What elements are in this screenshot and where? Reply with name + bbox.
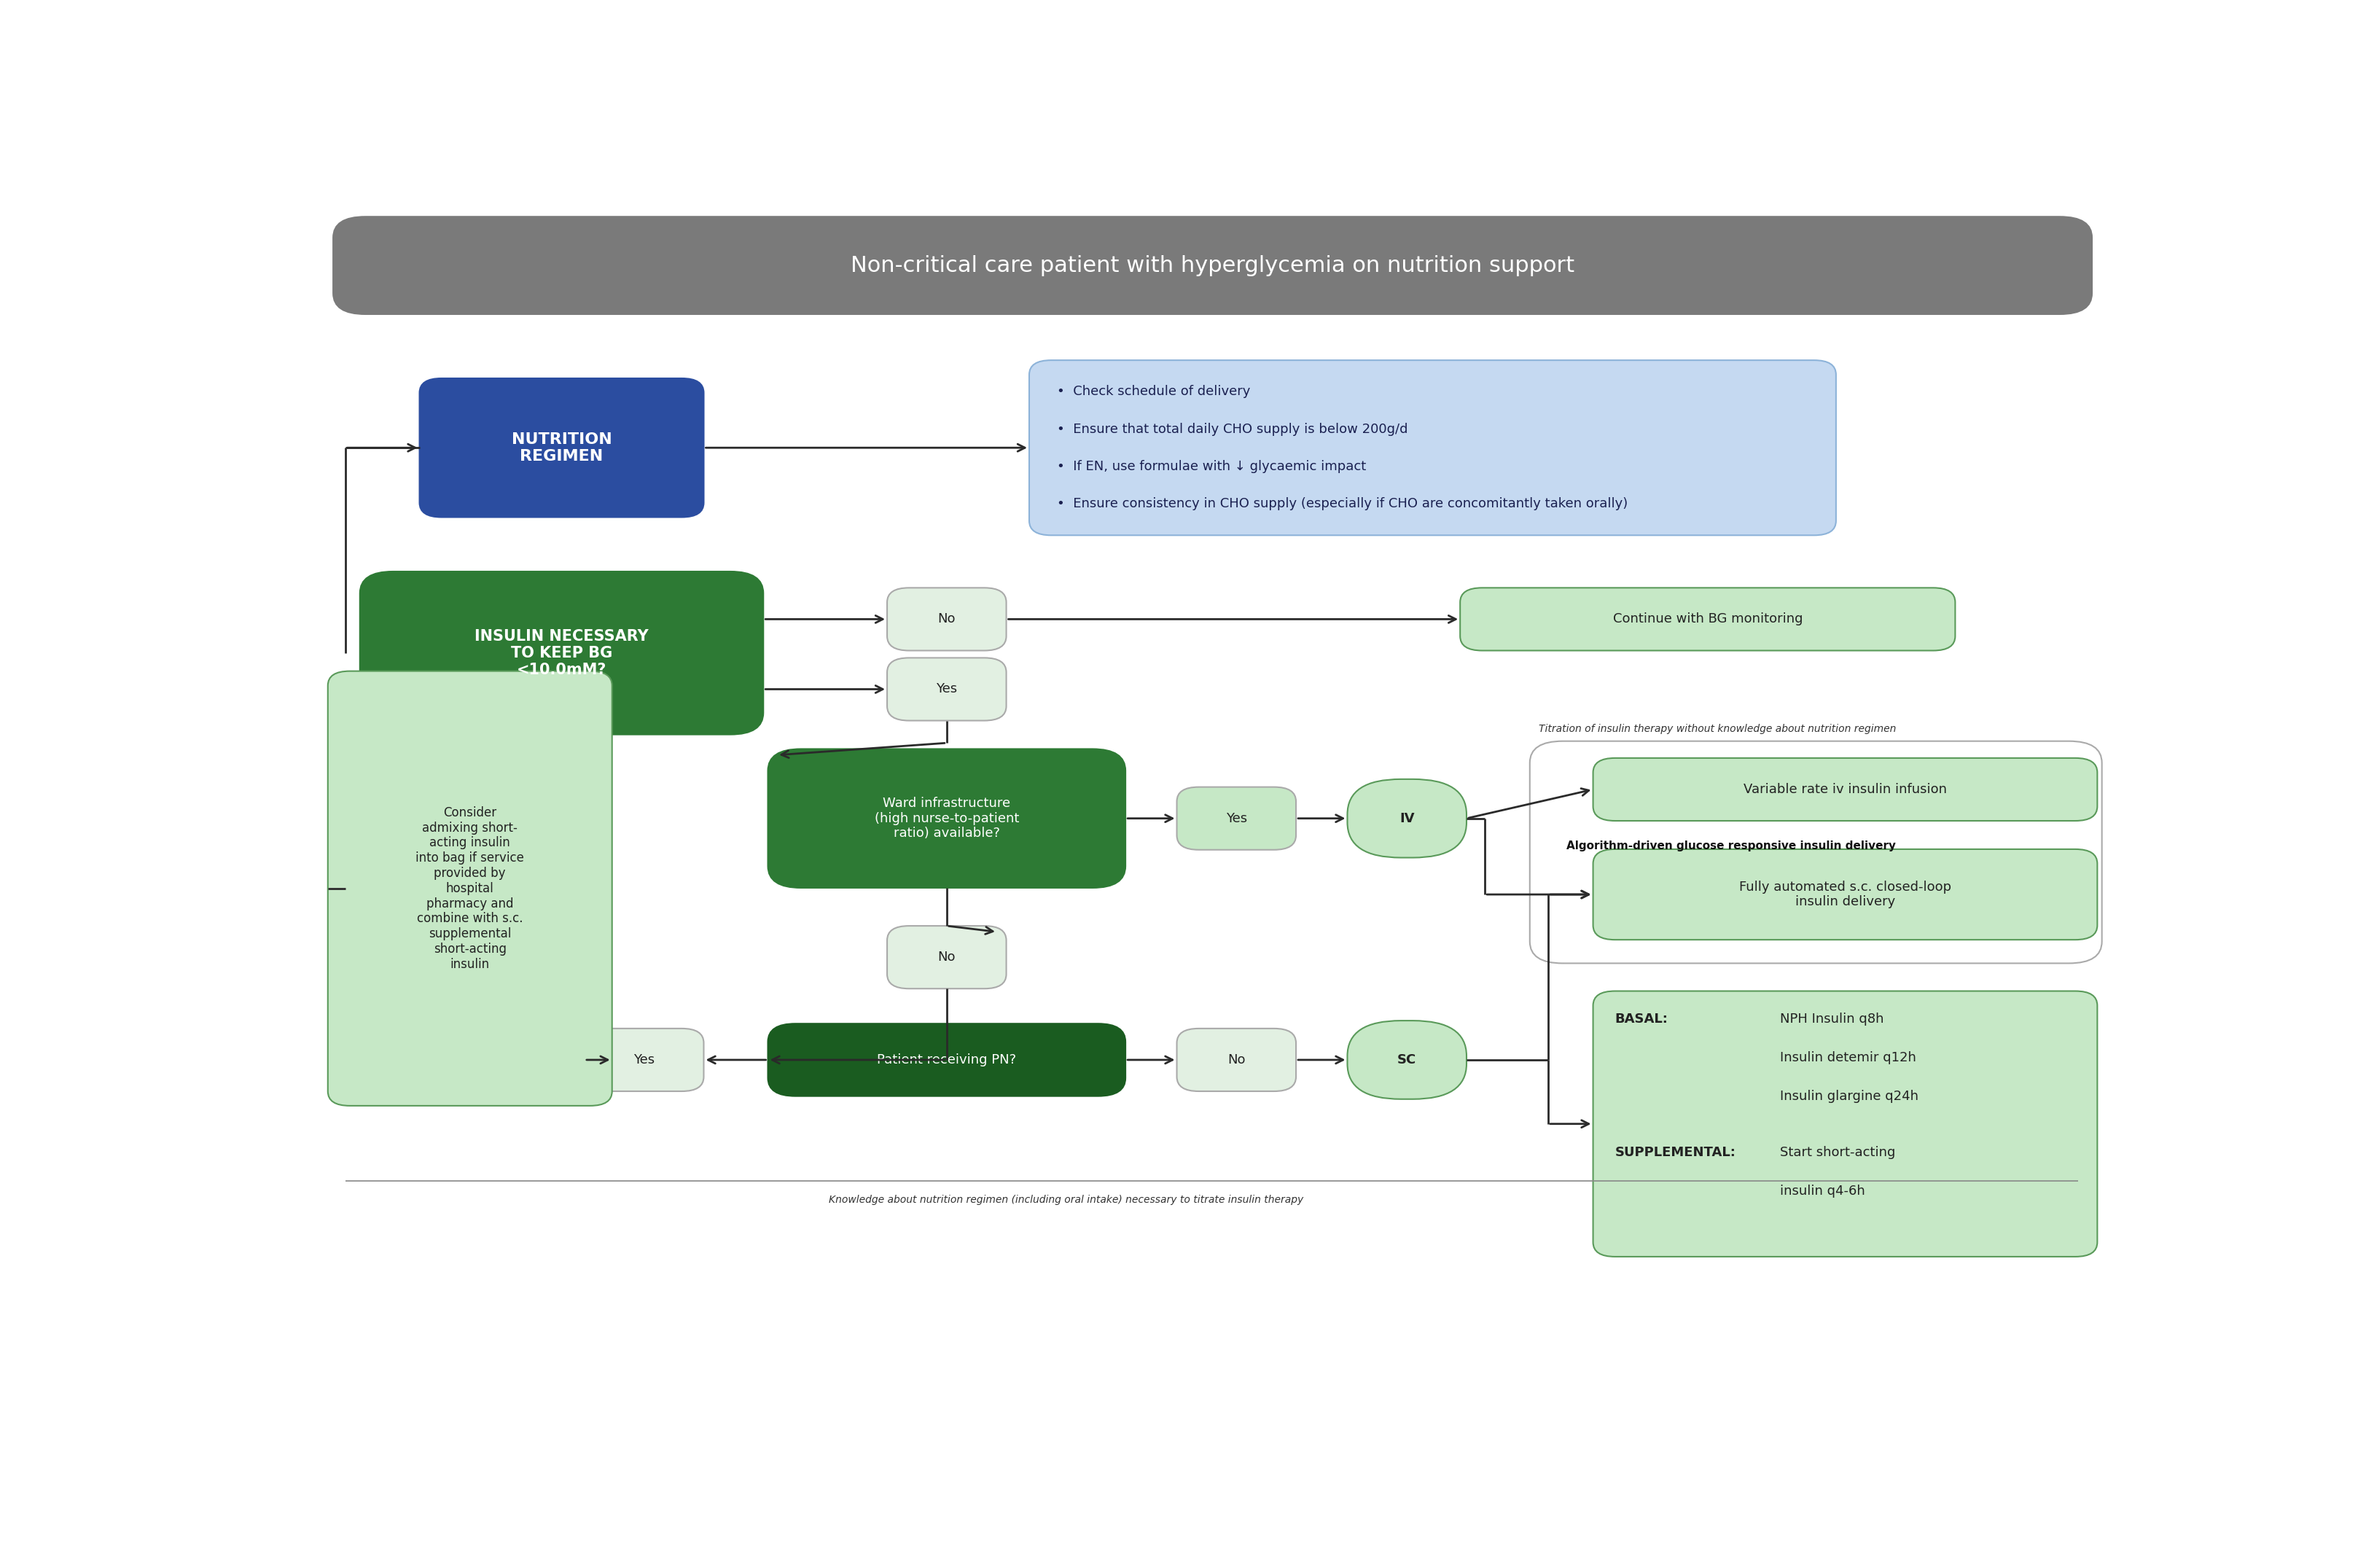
Text: •  Ensure that total daily CHO supply is below 200g/d: • Ensure that total daily CHO supply is … (1058, 422, 1408, 436)
Text: Yes: Yes (937, 682, 958, 696)
Text: Insulin glargine q24h: Insulin glargine q24h (1779, 1090, 1919, 1104)
FancyBboxPatch shape (1176, 1029, 1297, 1091)
FancyBboxPatch shape (419, 378, 703, 517)
Text: Yes: Yes (1226, 812, 1247, 825)
Text: Patient receiving PN?: Patient receiving PN? (878, 1054, 1017, 1066)
FancyBboxPatch shape (1592, 850, 2096, 939)
FancyBboxPatch shape (1592, 757, 2096, 820)
Text: NPH Insulin q8h: NPH Insulin q8h (1779, 1013, 1883, 1025)
Text: Ward infrastructure
(high nurse-to-patient
ratio) available?: Ward infrastructure (high nurse-to-patie… (875, 797, 1020, 840)
Text: BASAL:: BASAL: (1616, 1013, 1668, 1025)
Text: Algorithm-driven glucose responsive insulin delivery: Algorithm-driven glucose responsive insu… (1566, 840, 1895, 851)
Text: INSULIN NECESSARY
TO KEEP BG
<10.0mM?: INSULIN NECESSARY TO KEEP BG <10.0mM? (476, 629, 648, 677)
FancyBboxPatch shape (331, 216, 2094, 315)
Text: NUTRITION
REGIMEN: NUTRITION REGIMEN (511, 433, 613, 464)
Text: No: No (1228, 1054, 1245, 1066)
Text: •  Check schedule of delivery: • Check schedule of delivery (1058, 386, 1249, 398)
FancyBboxPatch shape (769, 1024, 1126, 1096)
Text: Variable rate iv insulin infusion: Variable rate iv insulin infusion (1744, 782, 1947, 797)
FancyBboxPatch shape (1029, 361, 1836, 535)
Text: Continue with BG monitoring: Continue with BG monitoring (1614, 613, 1803, 626)
Text: No: No (937, 950, 956, 964)
Text: Consider
admixing short-
acting insulin
into bag if service
provided by
hospital: Consider admixing short- acting insulin … (416, 806, 525, 971)
Text: No: No (937, 613, 956, 626)
Text: Titration of insulin therapy without knowledge about nutrition regimen: Titration of insulin therapy without kno… (1538, 724, 1898, 734)
Text: IV: IV (1398, 812, 1415, 825)
Text: Yes: Yes (634, 1054, 655, 1066)
FancyBboxPatch shape (329, 671, 613, 1105)
Text: Insulin detemir q12h: Insulin detemir q12h (1779, 1052, 1916, 1065)
FancyBboxPatch shape (1460, 588, 1954, 651)
FancyBboxPatch shape (1346, 1021, 1467, 1099)
Text: •  If EN, use formulae with ↓ glycaemic impact: • If EN, use formulae with ↓ glycaemic i… (1058, 459, 1365, 474)
FancyBboxPatch shape (360, 571, 764, 734)
FancyBboxPatch shape (1346, 779, 1467, 858)
Text: insulin q4-6h: insulin q4-6h (1779, 1184, 1864, 1198)
FancyBboxPatch shape (887, 588, 1006, 651)
Text: •  Ensure consistency in CHO supply (especially if CHO are concomitantly taken o: • Ensure consistency in CHO supply (espe… (1058, 497, 1628, 511)
Text: Knowledge about nutrition regimen (including oral intake) necessary to titrate i: Knowledge about nutrition regimen (inclu… (828, 1195, 1304, 1206)
FancyBboxPatch shape (769, 750, 1126, 887)
Text: Fully automated s.c. closed-loop
insulin delivery: Fully automated s.c. closed-loop insulin… (1739, 880, 1952, 908)
FancyBboxPatch shape (584, 1029, 703, 1091)
FancyBboxPatch shape (1176, 787, 1297, 850)
FancyBboxPatch shape (1592, 991, 2096, 1256)
Text: SC: SC (1398, 1054, 1417, 1066)
FancyBboxPatch shape (887, 925, 1006, 989)
Text: SUPPLEMENTAL:: SUPPLEMENTAL: (1616, 1146, 1737, 1159)
Text: Non-critical care patient with hyperglycemia on nutrition support: Non-critical care patient with hyperglyc… (852, 256, 1573, 276)
Text: Start short-acting: Start short-acting (1779, 1146, 1895, 1159)
FancyBboxPatch shape (887, 659, 1006, 721)
